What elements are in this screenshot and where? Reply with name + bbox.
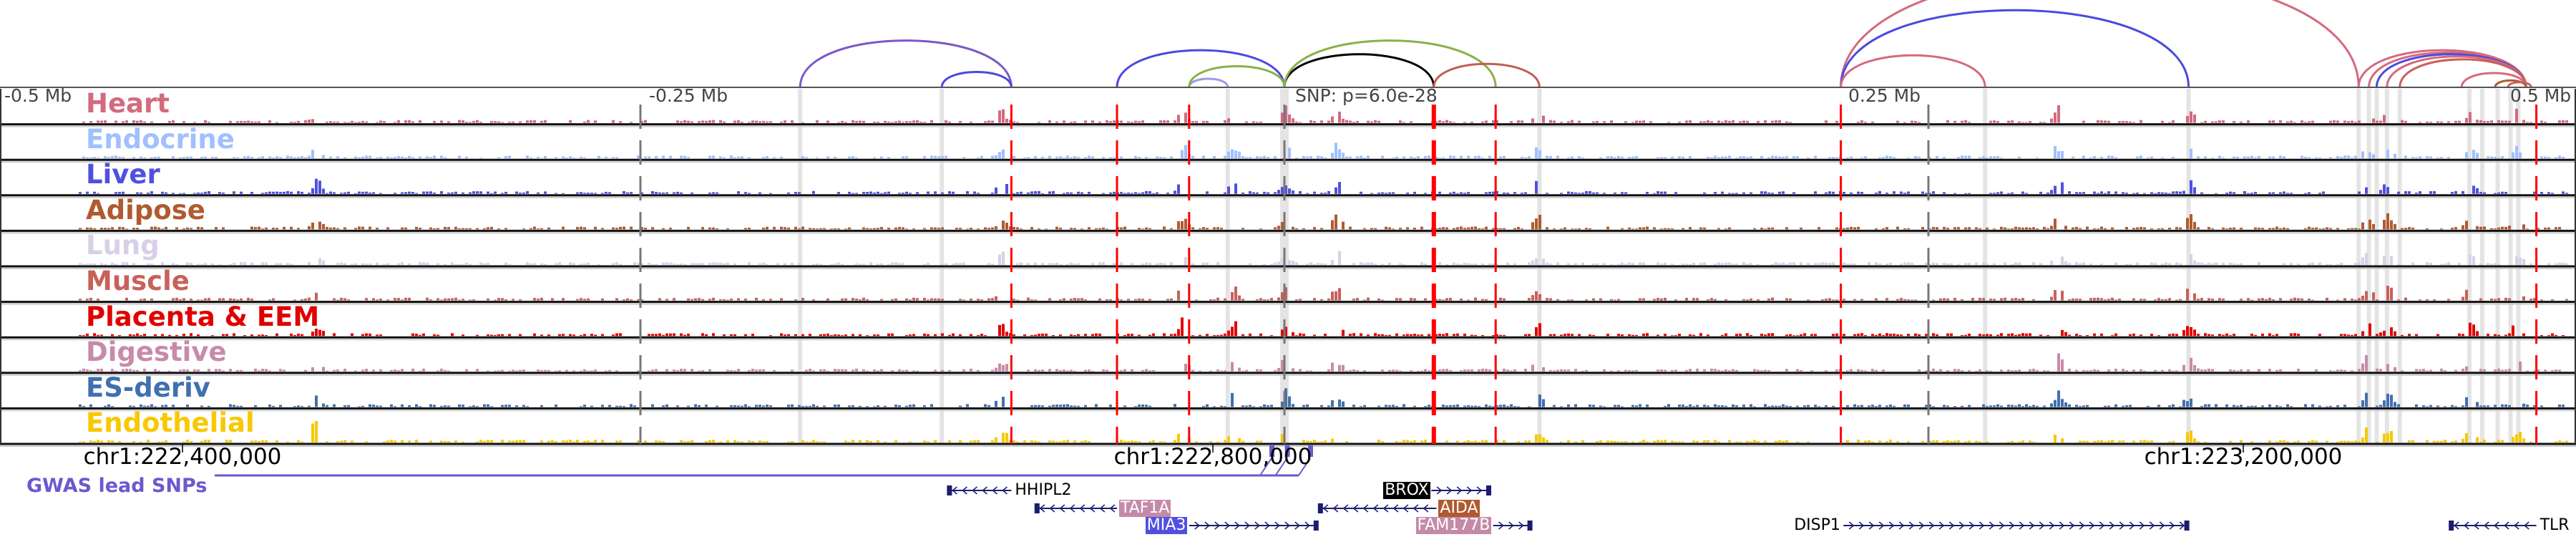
chromosome-position-label: chr1:222,800,000 bbox=[1113, 444, 1312, 470]
gene-label-taf1a: TAF1A bbox=[1119, 499, 1171, 517]
strand-arrows bbox=[1848, 521, 2185, 530]
gene-label-brox: BROX bbox=[1383, 481, 1430, 499]
signal-endocrine bbox=[82, 142, 2565, 159]
loop-arc bbox=[1188, 77, 1229, 88]
gene-label-disp1: DISP1 bbox=[1794, 516, 1840, 534]
signal-placenta-eem bbox=[79, 317, 2565, 337]
strand-arrows bbox=[1436, 486, 1483, 495]
gene-exon bbox=[2449, 521, 2454, 531]
gwas-snp-marker bbox=[1284, 445, 1290, 457]
loop-arc bbox=[940, 71, 1013, 88]
track-label-endothelial: Endothelial bbox=[86, 407, 255, 439]
gwas-connector bbox=[1259, 458, 1272, 476]
gene-track bbox=[947, 485, 2537, 531]
gene-label-mia3: MIA3 bbox=[1145, 516, 1188, 534]
gwas-track-label: GWAS lead SNPs bbox=[26, 475, 208, 497]
axis-label: 0.25 Mb bbox=[1848, 85, 1921, 106]
signal-heart bbox=[82, 105, 2568, 123]
gwas-snp-marker bbox=[1269, 445, 1274, 457]
chromosome-position-label: chr1:222,400,000 bbox=[83, 444, 282, 470]
loop-arc bbox=[1840, 0, 2360, 88]
signal-muscle bbox=[79, 286, 2568, 301]
gene-exon bbox=[1034, 503, 1040, 513]
chromatin-loops bbox=[799, 0, 2532, 88]
loop-arc bbox=[799, 39, 1013, 88]
axis-label: -0.25 Mb bbox=[649, 85, 728, 106]
signal-es-deriv bbox=[79, 388, 2565, 407]
gene-exon bbox=[947, 485, 952, 495]
loop-arc bbox=[1433, 62, 1541, 88]
loop-arc bbox=[1840, 9, 2190, 88]
strand-arrows bbox=[1498, 521, 1524, 530]
marker-lines bbox=[639, 105, 2538, 444]
signal-tracks bbox=[79, 105, 2568, 442]
track-borders bbox=[0, 87, 2576, 447]
gene-label-tlr: TLR bbox=[2540, 516, 2570, 534]
strand-arrows bbox=[2454, 521, 2529, 530]
loop-arc bbox=[2507, 81, 2532, 88]
signal-endothelial bbox=[79, 421, 2568, 442]
strand-arrows bbox=[1322, 504, 1429, 513]
signal-adipose bbox=[79, 213, 2561, 230]
gene-exon bbox=[2184, 521, 2190, 531]
gene-exon bbox=[1317, 503, 1323, 513]
gwas-connector bbox=[1298, 458, 1311, 476]
gene-label-aida: AIDA bbox=[1438, 499, 1480, 517]
gwas-snp-marker bbox=[1308, 445, 1313, 457]
axis-label: 0.5 Mb bbox=[2510, 85, 2572, 106]
strand-arrows bbox=[1039, 504, 1116, 513]
signal-lung bbox=[79, 251, 2568, 265]
track-label-heart: Heart bbox=[86, 88, 170, 119]
gene-exon bbox=[1313, 521, 1319, 531]
track-label-adipose: Adipose bbox=[86, 194, 205, 226]
track-label-placenta-eem: Placenta & EEM bbox=[86, 301, 320, 332]
gene-label-hhipl2: HHIPL2 bbox=[1015, 481, 1072, 499]
chromosome-position-label: chr1:223,200,000 bbox=[2144, 444, 2343, 470]
loop-arc bbox=[2399, 58, 2527, 88]
coordinate-axis bbox=[182, 444, 2244, 453]
gene-exon bbox=[1486, 485, 1491, 495]
loop-arc bbox=[1116, 49, 1286, 88]
track-label-muscle: Muscle bbox=[86, 266, 190, 296]
loop-arc bbox=[1283, 53, 1435, 88]
gwas-track bbox=[215, 445, 1313, 477]
loop-arc bbox=[1840, 54, 1986, 88]
gene-exon bbox=[1527, 521, 1533, 531]
gene-label-fam177b: FAM177B bbox=[1415, 516, 1492, 534]
track-label-lung: Lung bbox=[86, 230, 160, 261]
loop-arc bbox=[1283, 39, 1497, 88]
snp-pvalue-label: SNP: p=6.0e-28 bbox=[1295, 85, 1438, 106]
strand-arrows bbox=[1194, 521, 1310, 530]
signal-liver bbox=[79, 178, 2568, 194]
strand-arrows bbox=[952, 486, 1008, 495]
track-label-es-deriv: ES-deriv bbox=[86, 372, 210, 403]
track-label-liver: Liver bbox=[86, 159, 160, 190]
track-label-digestive: Digestive bbox=[86, 337, 227, 368]
loop-arc bbox=[2494, 79, 2527, 88]
track-label-endocrine: Endocrine bbox=[86, 123, 235, 155]
loop-arc bbox=[1188, 65, 1286, 88]
axis-label: -0.5 Mb bbox=[4, 85, 72, 106]
gwas-connector bbox=[1274, 458, 1288, 476]
